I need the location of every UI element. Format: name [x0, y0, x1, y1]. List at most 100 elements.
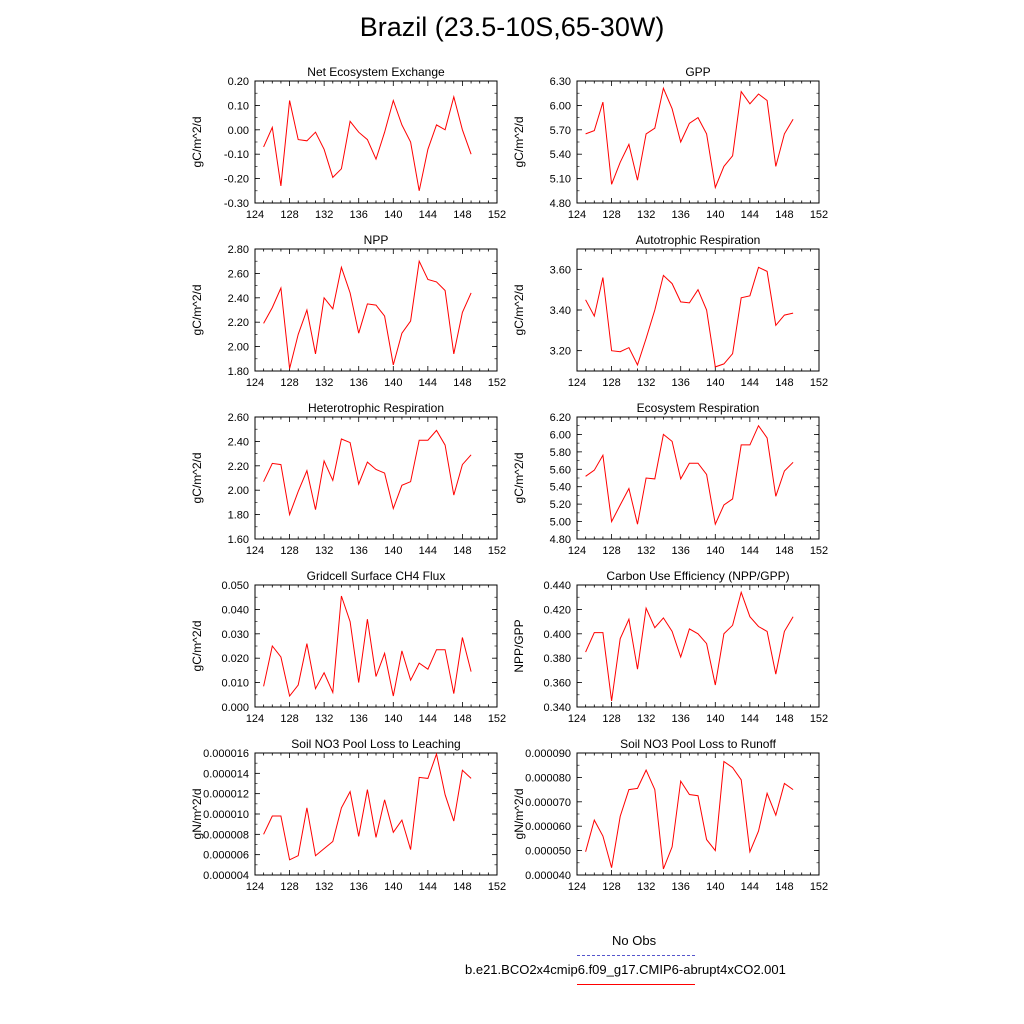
y-tick-label: 0.030: [221, 629, 249, 641]
panel-2: GPP gC/m^2/d 124 128 132 136 140 144 148 152 6.30 6…: [512, 65, 828, 221]
panel-title: Carbon Use Efficiency (NPP/GPP): [606, 569, 789, 583]
x-tick-label: 124: [246, 713, 264, 725]
x-tick-label: 136: [672, 377, 690, 389]
x-tick-label: 132: [637, 209, 655, 221]
y-tick-label: 3.20: [550, 346, 571, 358]
y-tick-label: 5.70: [550, 125, 571, 137]
y-tick-label: 0.10: [228, 100, 249, 112]
y-tick-label: 0.000012: [203, 789, 249, 801]
legend-obs-label: No Obs: [612, 933, 657, 948]
y-axis-label: gN/m^2/d: [190, 789, 204, 840]
x-tick-label: 144: [419, 881, 437, 893]
y-axis-label: gC/m^2/d: [190, 117, 204, 168]
y-tick-label: 2.20: [228, 461, 249, 473]
x-tick-label: 128: [602, 377, 620, 389]
y-tick-label: 0.000006: [203, 850, 249, 862]
y-tick-label: 3.40: [550, 305, 571, 317]
panel-title: GPP: [685, 65, 710, 79]
y-tick-label: 0.000090: [525, 748, 571, 760]
panel-title: Soil NO3 Pool Loss to Runoff: [620, 737, 777, 751]
panel-title: Net Ecosystem Exchange: [307, 65, 445, 79]
y-tick-label: 5.80: [550, 447, 571, 459]
x-tick-label: 136: [350, 881, 368, 893]
x-tick-label: 132: [315, 713, 333, 725]
x-tick-label: 128: [280, 209, 298, 221]
y-tick-label: 5.40: [550, 482, 571, 494]
y-axis-label: gC/m^2/d: [190, 453, 204, 504]
x-tick-label: 124: [568, 713, 586, 725]
series-line: [263, 429, 472, 517]
series-line: [585, 424, 794, 526]
x-tick-label: 140: [384, 545, 402, 557]
x-tick-label: 132: [637, 713, 655, 725]
x-tick-label: 140: [706, 377, 724, 389]
y-tick-label: 0.000040: [525, 870, 571, 882]
y-tick-label: 1.80: [228, 366, 249, 378]
y-tick-label: 0.400: [543, 629, 571, 641]
y-tick-label: 0.360: [543, 678, 571, 690]
y-tick-label: 4.80: [550, 534, 571, 546]
y-tick-label: 2.00: [228, 485, 249, 497]
y-tick-label: -0.30: [224, 198, 249, 210]
x-tick-label: 136: [350, 209, 368, 221]
legend-obs-line: [577, 955, 695, 956]
plot-frame: [254, 80, 498, 204]
y-tick-label: 0.000014: [203, 768, 249, 780]
x-tick-label: 132: [637, 881, 655, 893]
x-tick-label: 144: [741, 713, 759, 725]
y-tick-label: 4.80: [550, 198, 571, 210]
series-line: [263, 752, 472, 861]
x-tick-label: 124: [246, 209, 264, 221]
panel-title: Autotrophic Respiration: [636, 233, 761, 247]
x-tick-label: 152: [488, 545, 506, 557]
x-tick-label: 128: [602, 545, 620, 557]
x-tick-label: 144: [741, 377, 759, 389]
y-tick-label: 3.60: [550, 264, 571, 276]
panel-8: Carbon Use Efficiency (NPP/GPP) NPP/GPP 12…: [512, 569, 828, 725]
series-line: [263, 94, 472, 191]
panel-title: NPP: [364, 233, 389, 247]
y-tick-label: 0.420: [543, 604, 571, 616]
y-tick-label: 5.20: [550, 499, 571, 511]
x-tick-label: 144: [741, 881, 759, 893]
y-tick-label: 2.60: [228, 268, 249, 280]
y-axis-label: gC/m^2/d: [190, 621, 204, 672]
x-tick-label: 132: [637, 545, 655, 557]
series-line: [263, 259, 472, 369]
y-axis-label: gC/m^2/d: [512, 285, 526, 336]
plot-frame: [576, 248, 820, 372]
y-tick-label: 0.000016: [203, 748, 249, 760]
y-tick-label: 6.20: [550, 412, 571, 424]
y-tick-label: 0.000060: [525, 821, 571, 833]
y-tick-label: 0.000070: [525, 797, 571, 809]
y-tick-label: 0.380: [543, 653, 571, 665]
x-tick-label: 140: [384, 881, 402, 893]
y-tick-label: 6.00: [550, 429, 571, 441]
x-tick-label: 148: [453, 377, 471, 389]
x-tick-label: 140: [706, 209, 724, 221]
y-tick-label: -0.20: [224, 174, 249, 186]
series-line: [585, 590, 794, 701]
x-tick-label: 128: [280, 881, 298, 893]
panel-7: Gridcell Surface CH4 Flux gC/m^2/d 124 128 1…: [190, 569, 506, 725]
x-tick-label: 148: [453, 881, 471, 893]
y-tick-label: 0.000008: [203, 829, 249, 841]
panel-title: Gridcell Surface CH4 Flux: [307, 569, 446, 583]
y-tick-label: 0.000080: [525, 772, 571, 784]
x-tick-label: 148: [775, 545, 793, 557]
x-tick-label: 124: [568, 881, 586, 893]
legend-model-line: [577, 984, 695, 985]
y-axis-label: gC/m^2/d: [512, 453, 526, 504]
x-tick-label: 152: [810, 881, 828, 893]
y-tick-label: 0.00: [228, 125, 249, 137]
figure-title: Brazil (23.5-10S,65-30W): [359, 12, 665, 42]
x-tick-label: 132: [315, 209, 333, 221]
x-tick-label: 128: [280, 377, 298, 389]
x-tick-label: 144: [741, 545, 759, 557]
y-tick-label: 0.020: [221, 653, 249, 665]
y-axis-label: gC/m^2/d: [512, 117, 526, 168]
series-line: [585, 86, 794, 190]
x-tick-label: 136: [350, 713, 368, 725]
x-tick-label: 124: [246, 377, 264, 389]
